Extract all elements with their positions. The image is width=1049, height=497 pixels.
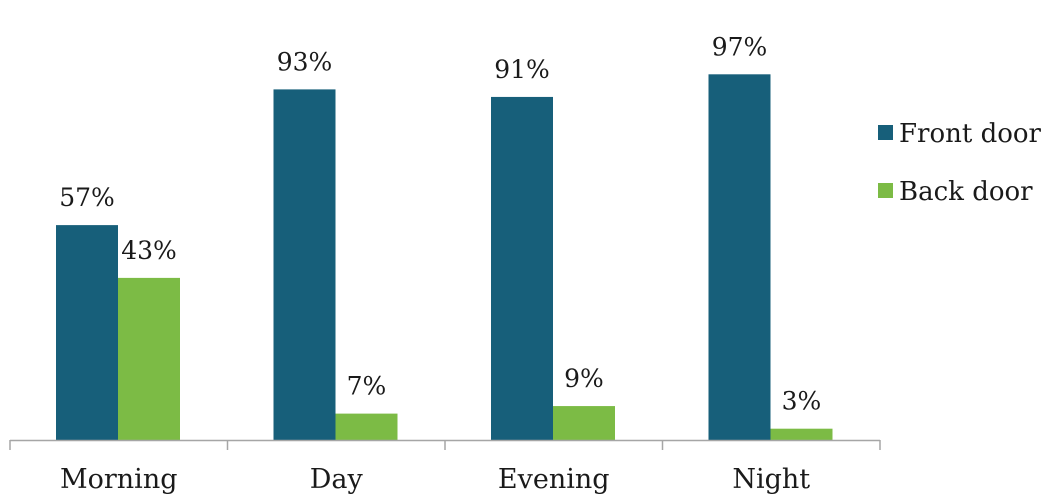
bar-front-door-day [273,89,336,440]
legend: Front door Back door [878,119,1042,207]
data-labels-layer: 57%43% 93% 7% 91% 9% 97% 3% [59,32,821,415]
x-tick-label-morning: Morning [60,464,178,495]
bar-front-door-evening [491,96,553,441]
x-axis [9,439,881,450]
bar-front-door-night [708,74,771,440]
data-label-front-door-day: 93% [277,47,333,76]
data-label-back-door-night: 3% [782,387,822,416]
legend-swatch-back-door [878,183,893,198]
legend-label-back-door: Back door [899,177,1033,207]
data-label-front-door-evening: 91% [494,55,550,84]
bar-back-door-evening [553,406,615,440]
bars-layer [56,74,833,441]
data-label-back-door-evening: 9% [564,364,604,393]
data-label-back-door-morning: 43% [121,236,177,265]
data-label-front-door-night: 97% [712,32,768,61]
x-tick-label-evening: Evening [498,464,610,495]
data-label-front-door-morning: 57% [59,183,115,212]
x-tick-label-day: Day [310,464,364,495]
bar-back-door-day [335,413,398,440]
bar-back-door-morning [118,277,180,440]
bar-back-door-night [770,428,833,440]
data-label-back-door-day: 7% [347,372,387,401]
bar-front-door-morning [56,225,118,440]
x-tick-label-night: Night [732,464,810,495]
legend-swatch-front-door [878,125,893,140]
x-tick-labels: Morning Day Evening Night [60,464,810,495]
legend-label-front-door: Front door [899,119,1042,149]
